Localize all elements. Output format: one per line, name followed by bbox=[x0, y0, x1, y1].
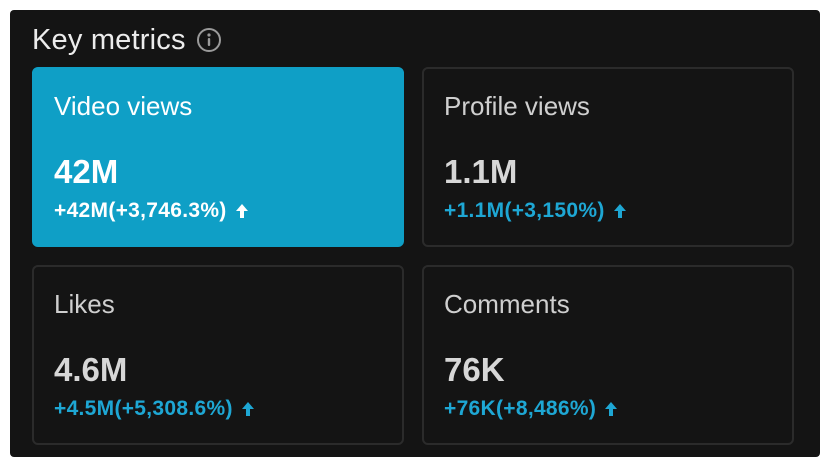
arrow-up-icon bbox=[235, 203, 249, 219]
metric-change: +42M(+3,746.3%) bbox=[54, 199, 249, 223]
metric-label: Video views bbox=[54, 91, 193, 121]
metric-label: Likes bbox=[54, 289, 115, 319]
panel-header: Key metrics bbox=[32, 20, 222, 60]
metric-change-text: +42M(+3,746.3%) bbox=[54, 199, 227, 222]
metric-value: 1.1M bbox=[444, 153, 518, 190]
panel-title: Key metrics bbox=[32, 23, 186, 56]
metric-card-likes[interactable]: Likes 4.6M +4.5M(+5,308.6%) bbox=[32, 265, 404, 445]
arrow-up-icon bbox=[613, 203, 627, 219]
info-icon[interactable] bbox=[196, 27, 222, 53]
metric-value: 42M bbox=[54, 153, 119, 190]
metric-change-text: +76K(+8,486%) bbox=[444, 397, 597, 420]
metric-change: +1.1M(+3,150%) bbox=[444, 199, 627, 223]
metric-card-comments[interactable]: Comments 76K +76K(+8,486%) bbox=[422, 265, 794, 445]
arrow-up-icon bbox=[241, 401, 255, 417]
metric-change-text: +4.5M(+5,308.6%) bbox=[54, 397, 233, 420]
metric-change-text: +1.1M(+3,150%) bbox=[444, 199, 605, 222]
metric-label: Comments bbox=[444, 289, 570, 319]
metric-card-video-views[interactable]: Video views 42M +42M(+3,746.3%) bbox=[32, 67, 404, 247]
key-metrics-panel: Key metrics Video views 42M +42M(+3,746.… bbox=[10, 10, 820, 457]
arrow-up-icon bbox=[604, 401, 618, 417]
metric-card-profile-views[interactable]: Profile views 1.1M +1.1M(+3,150%) bbox=[422, 67, 794, 247]
metric-change: +4.5M(+5,308.6%) bbox=[54, 397, 255, 421]
metric-change: +76K(+8,486%) bbox=[444, 397, 618, 421]
metric-label: Profile views bbox=[444, 91, 590, 121]
metric-value: 4.6M bbox=[54, 351, 128, 388]
metric-value: 76K bbox=[444, 351, 505, 388]
